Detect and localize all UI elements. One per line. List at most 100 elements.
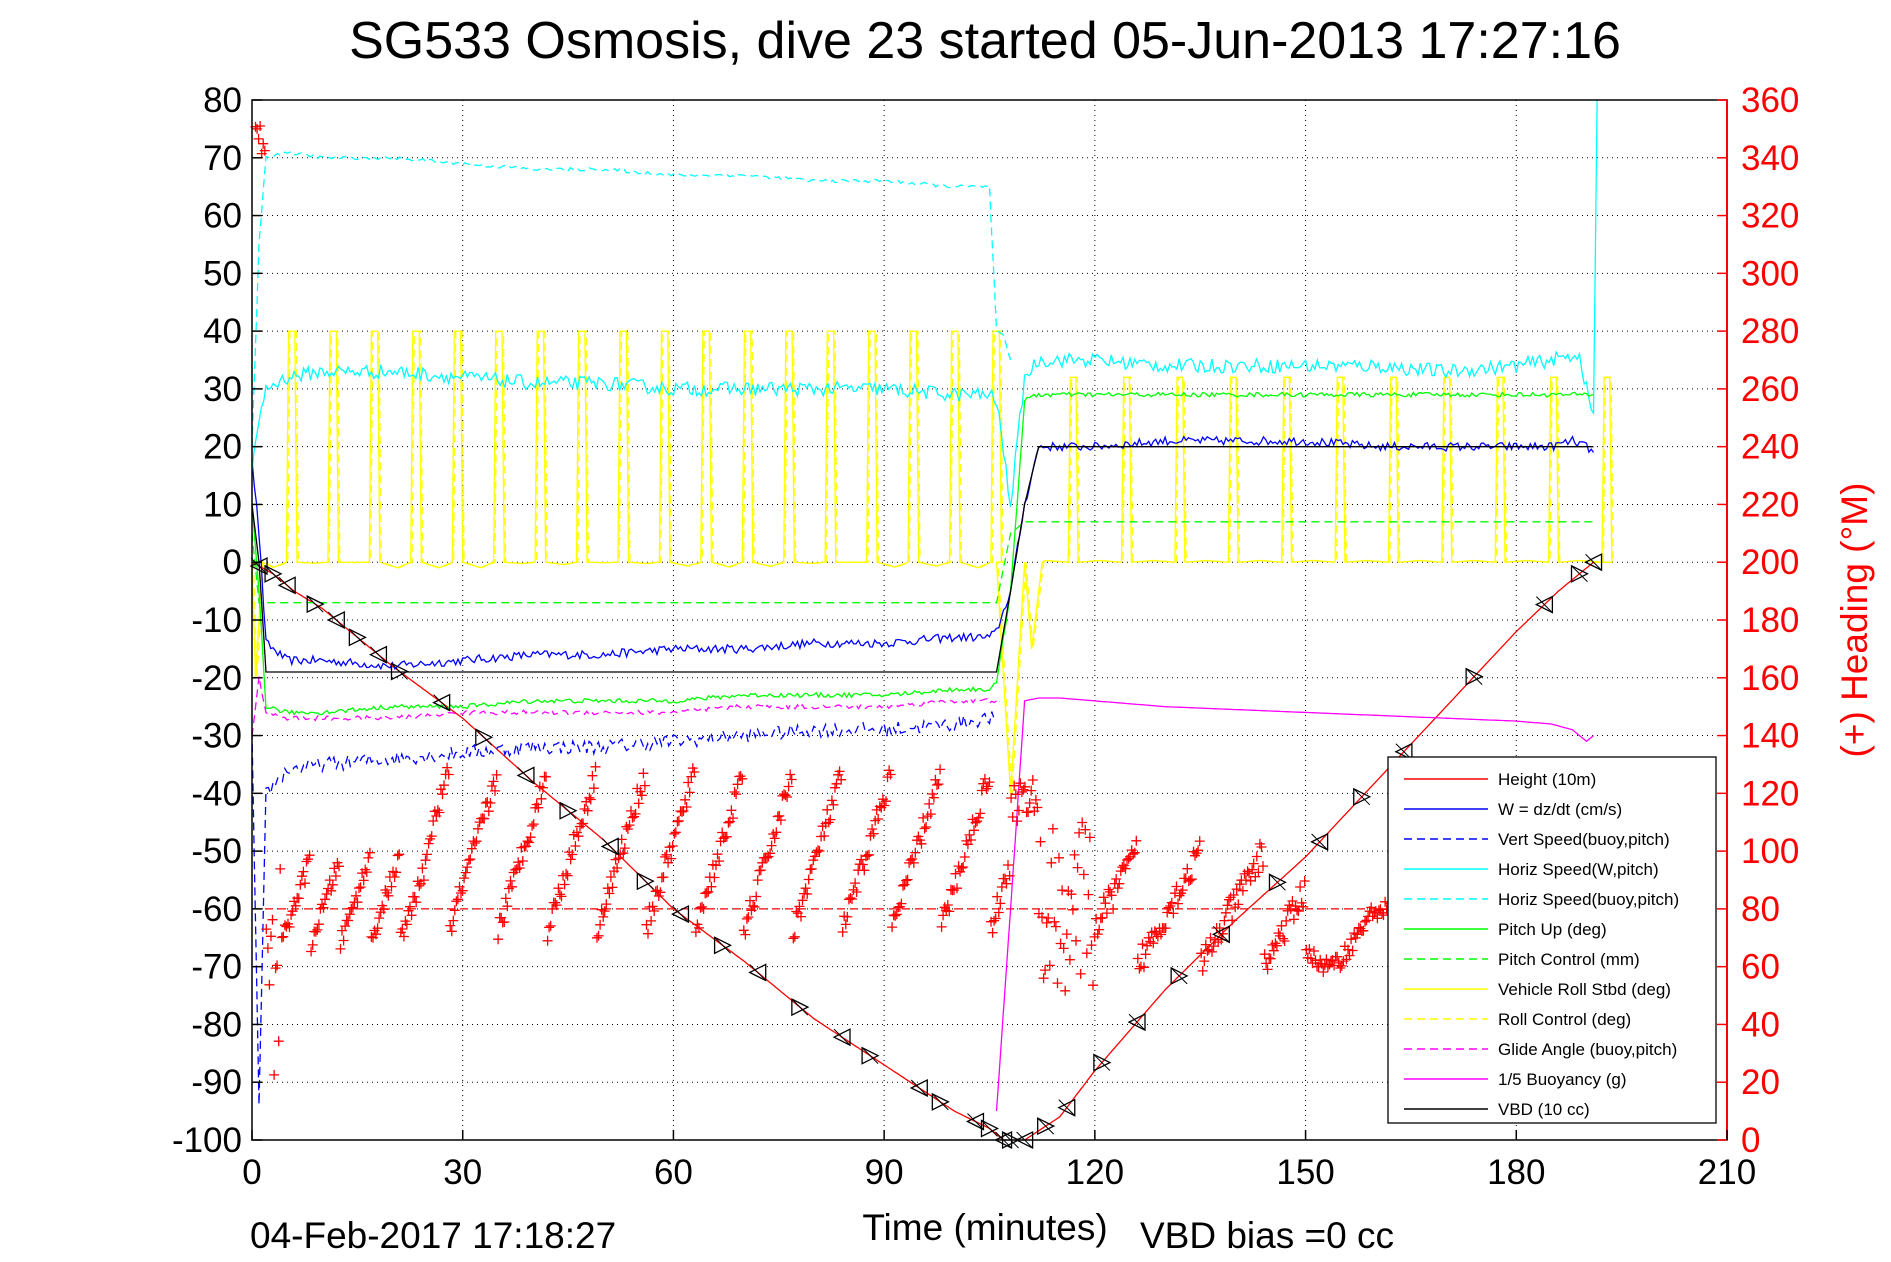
series-line-9 [251,676,997,737]
depth-cross-marker [264,565,282,583]
y-tick-label: 40 [203,312,242,351]
depth-cross-marker [601,838,619,855]
depth-cross-marker [306,595,324,613]
depth-cross-marker [833,1028,851,1046]
depth-triangle-marker [713,936,733,955]
depth-triangle-marker [559,801,578,820]
x-tick-label: 0 [242,1153,261,1192]
legend-box [1387,756,1717,1124]
depth-cross-marker [1170,967,1188,985]
legend-label: Horiz Speed(buoy,pitch) [1498,890,1679,909]
y2-tick-label: 40 [1741,1005,1780,1044]
series-line-4 [251,150,1012,447]
vbd-bias-label: VBD bias =0 cc [1140,1215,1394,1256]
footer-timestamp: 04-Feb-2017 17:18:27 [250,1215,616,1256]
y2-tick-label: 100 [1741,832,1799,871]
depth-triangle-marker [909,1078,928,1098]
legend-label: Vehicle Roll Stbd (deg) [1498,980,1671,999]
depth-triangle-marker [1057,1098,1076,1117]
right-axis: 3603403203002802602402202001801601401201… [1717,81,1799,1160]
depth-cross-marker [791,998,809,1016]
y2-tick-label: 360 [1741,81,1799,120]
x-axis: 0 30 60 90 120 150 180 210 [242,1130,1756,1192]
y2-tick-label: 320 [1741,197,1799,236]
legend-label: 1/5 Buoyancy (g) [1498,1070,1627,1089]
x-tick-label: 120 [1066,1153,1124,1192]
series-line-6 [251,521,1594,604]
depth-cross-marker [1212,925,1230,943]
y2-tick-label: 80 [1741,890,1780,929]
legend-label: Glide Angle (buoy,pitch) [1498,1040,1677,1059]
legend-label: Roll Control (deg) [1498,1010,1631,1029]
legend-label: Pitch Control (mm) [1498,950,1640,969]
depth-cross-marker [559,802,577,820]
series-line-5 [251,391,1594,716]
depth-triangle-marker [861,1046,880,1065]
legend-label: Vert Speed(buoy,pitch) [1498,830,1670,849]
series-vehicle-roll [251,330,1613,794]
depth-cross-marker [910,1079,928,1097]
depth-triangle-marker [600,837,619,856]
x-tick-label: 210 [1698,1153,1756,1192]
depth-cross-marker [1311,833,1328,851]
depth-triangle-marker [670,905,690,924]
y-tick-label: -30 [191,717,242,756]
depth-cross-marker [967,1113,984,1130]
right-axis-label: (+) Heading (°M) [1834,483,1875,758]
heading-markers [250,121,1415,1080]
x-tick-label: 180 [1487,1153,1545,1192]
depth-triangle-marker [1310,832,1329,851]
y2-tick-label: 300 [1741,254,1799,293]
series-line-2 [251,711,997,1105]
depth-cross-marker [931,1093,949,1111]
depth-triangle-marker [1170,966,1189,985]
legend-label: VBD (10 cc) [1498,1100,1590,1119]
depth-cross-marker [1093,1054,1111,1071]
depth-cross-marker [714,936,731,954]
depth-triangle-marker [791,998,810,1017]
y2-tick-label: 120 [1741,774,1799,813]
depth-cross-marker [749,964,767,981]
y2-tick-label: 140 [1741,717,1799,756]
y2-tick-label: 200 [1741,543,1799,582]
y2-tick-label: 60 [1741,948,1780,987]
y2-tick-label: 180 [1741,601,1799,640]
depth-cross-marker [475,728,493,746]
y-tick-label: -70 [191,948,242,987]
legend-label: Height (10m) [1498,770,1596,789]
y-tick-label: -80 [191,1005,242,1044]
y2-tick-label: 340 [1741,139,1799,178]
depth-triangle-marker [306,595,325,614]
y-tick-label: -90 [191,1063,242,1102]
depth-triangle-marker [264,564,283,583]
depth-triangle-marker [1093,1053,1112,1072]
depth-triangle-marker [636,872,655,891]
x-tick-label: 60 [654,1153,693,1192]
depth-cross-marker [1353,788,1371,806]
y2-tick-label: 260 [1741,370,1799,409]
depth-cross-marker [636,872,654,890]
depth-cross-marker [391,663,408,680]
depth-triangle-marker [1127,1013,1146,1032]
depth-cross-marker [1128,1013,1146,1031]
y2-tick-label: 220 [1741,485,1799,524]
y-tick-label: -20 [191,659,242,698]
depth-cross-marker [517,767,535,784]
depth-cross-marker [672,905,689,923]
depth-cross-marker [1536,596,1553,613]
y-tick-label: -40 [191,774,242,813]
legend-label: Horiz Speed(W,pitch) [1498,860,1659,879]
grid-lines [252,100,1727,1140]
legend-label: W = dz/dt (cm/s) [1498,800,1622,819]
depth-triangle-marker [1268,873,1287,892]
y-tick-label: -100 [172,1121,242,1160]
y-tick-label: 0 [223,543,242,582]
y-tick-label: 10 [203,485,242,524]
depth-cross-marker [981,1120,998,1137]
y-tick-label: 30 [203,370,242,409]
depth-triangle-marker [348,628,367,647]
y-tick-label: -50 [191,832,242,871]
series-line-3 [251,99,1598,507]
depth-triangle-marker [1211,925,1230,944]
depth-triangle-marker [516,766,535,785]
